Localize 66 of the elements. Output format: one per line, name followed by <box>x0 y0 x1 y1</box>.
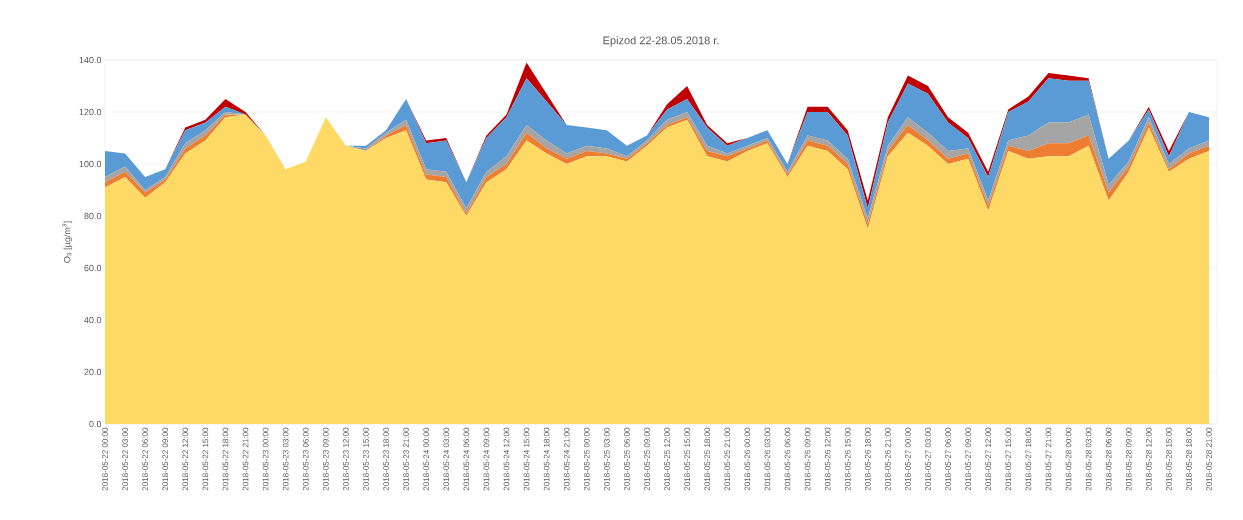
y-tick-label: 120.0 <box>79 108 102 116</box>
x-tick-label: 2018-05-28 03:00 <box>1085 427 1092 491</box>
x-tick-label: 2018-05-22 06:00 <box>142 427 148 491</box>
x-tick-label: 2018-05-24 21:00 <box>563 427 570 491</box>
x-tick-label: 2018-05-27 15:00 <box>1005 427 1012 491</box>
x-tick-label: 2018-05-25 18:00 <box>704 427 711 491</box>
x-tick-label: 2018-05-26 06:00 <box>784 427 791 491</box>
x-tick-label: 2018-05-22 15:00 <box>202 427 209 491</box>
x-tick-label: 2018-05-28 18:00 <box>1186 427 1192 491</box>
x-tick-label: 2018-05-23 21:00 <box>403 427 409 491</box>
x-tick-label: 2018-05-23 06:00 <box>302 427 309 491</box>
x-tick-label: 2018-05-25 03:00 <box>604 427 610 491</box>
x-tick-label: 2018-05-24 06:00 <box>463 427 470 491</box>
x-tick-label: 2018-05-27 00:00 <box>905 427 911 491</box>
x-tick-label: 2018-05-24 15:00 <box>523 427 530 491</box>
x-tick-label: 2018-05-22 00:00 <box>102 427 108 491</box>
x-tick-label: 2018-05-26 18:00 <box>864 427 871 491</box>
x-tick-label: 2018-05-27 21:00 <box>1045 427 1052 491</box>
x-tick-label: 2018-05-26 15:00 <box>844 427 851 491</box>
x-tick-label: 2018-05-23 09:00 <box>322 427 329 491</box>
x-tick-label: 2018-05-23 18:00 <box>383 427 389 491</box>
y-tick-label: 0.0 <box>89 420 102 428</box>
y-tick-label: 40.0 <box>84 316 102 324</box>
x-tick-label: 2018-05-22 12:00 <box>182 427 189 491</box>
x-tick-label: 2018-05-23 00:00 <box>262 427 269 491</box>
y-tick-label: 80.0 <box>84 212 102 220</box>
y-tick-label: 60.0 <box>84 264 102 272</box>
x-tick-label: 2018-05-26 09:00 <box>804 427 811 491</box>
x-tick-label: 2018-05-24 18:00 <box>543 427 550 491</box>
x-tick-label: 2018-05-28 15:00 <box>1166 427 1172 491</box>
x-tick-label: 2018-05-28 00:00 <box>1065 427 1072 491</box>
x-tick-label: 2018-05-27 18:00 <box>1025 427 1032 491</box>
x-tick-label: 2018-05-22 03:00 <box>122 427 128 491</box>
x-tick-label: 2018-05-28 09:00 <box>1125 427 1132 491</box>
x-tick-label: 2018-05-27 03:00 <box>925 427 931 491</box>
x-tick-label: 2018-05-25 21:00 <box>724 427 731 491</box>
x-tick-label: 2018-05-26 03:00 <box>764 427 771 491</box>
y-axis-title: O$_{3}$ [µg/m$^{3}$] <box>62 221 73 263</box>
y-tick-label: 20.0 <box>84 368 102 376</box>
x-tick-label: 2018-05-26 21:00 <box>885 427 891 491</box>
x-tick-label: 2018-05-23 15:00 <box>363 427 369 491</box>
x-tick-label: 2018-05-25 00:00 <box>583 427 590 491</box>
x-tick-label: 2018-05-28 06:00 <box>1105 427 1112 491</box>
x-tick-label: 2018-05-27 06:00 <box>945 427 951 491</box>
x-tick-label: 2018-05-24 00:00 <box>423 427 429 491</box>
x-tick-label: 2018-05-25 12:00 <box>664 427 670 491</box>
x-tick-label: 2018-05-27 12:00 <box>985 427 992 491</box>
x-tick-label: 2018-05-26 12:00 <box>824 427 831 491</box>
x-tick-label: 2018-05-24 03:00 <box>443 427 450 491</box>
x-tick-label: 2018-05-22 18:00 <box>222 427 229 491</box>
x-tick-label: 2018-05-28 12:00 <box>1145 427 1152 491</box>
x-tick-label: 2018-05-22 21:00 <box>242 427 249 491</box>
y-tick-label: 100.0 <box>79 160 102 168</box>
chart-title: Epizod 22-28.05.2018 r. <box>603 36 719 47</box>
x-tick-label: 2018-05-24 12:00 <box>503 427 510 491</box>
x-tick-label: 2018-05-26 00:00 <box>744 427 751 491</box>
x-tick-label: 2018-05-25 09:00 <box>644 427 650 491</box>
x-tick-label: 2018-05-27 09:00 <box>965 427 971 491</box>
x-tick-label: 2018-05-23 03:00 <box>282 427 289 491</box>
x-tick-label: 2018-05-24 09:00 <box>483 427 490 491</box>
x-tick-label: 2018-05-25 15:00 <box>684 427 690 491</box>
x-tick-label: 2018-05-25 06:00 <box>624 427 630 491</box>
y-tick-label: 140.0 <box>79 56 102 64</box>
x-tick-label: 2018-05-23 12:00 <box>343 427 349 491</box>
x-tick-label: 2018-05-22 09:00 <box>162 427 169 491</box>
x-tick-label: 2018-05-28 21:00 <box>1206 427 1212 491</box>
